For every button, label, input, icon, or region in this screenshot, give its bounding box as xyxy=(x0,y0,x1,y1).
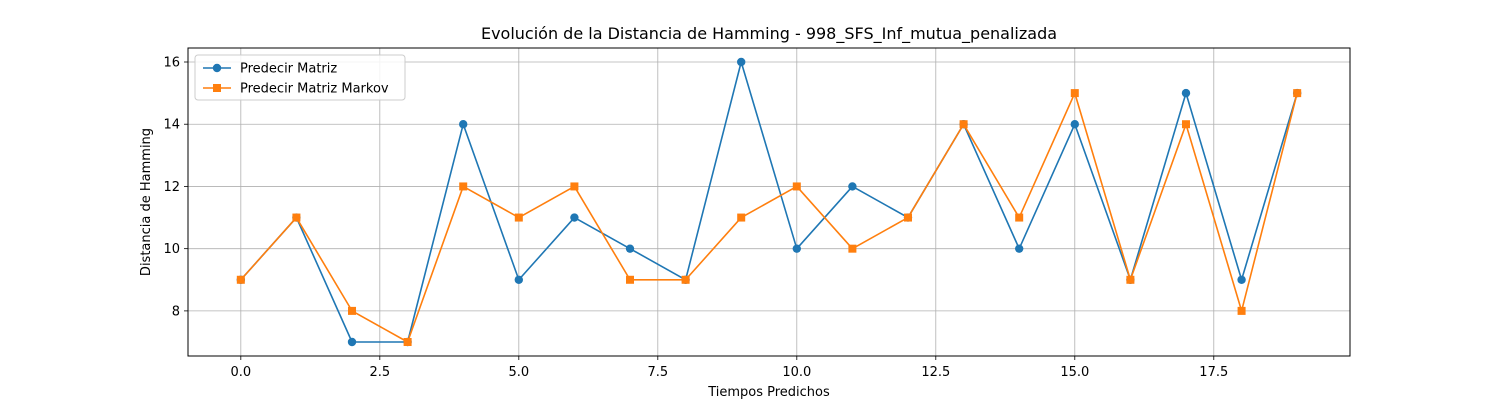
series-line xyxy=(240,92,1298,343)
data-point xyxy=(292,213,301,222)
y-tick-label: 16 xyxy=(163,56,180,71)
x-tick-label: 5.0 xyxy=(508,365,529,380)
x-tick-label: 12.5 xyxy=(921,365,950,380)
legend-item: Predecir Matriz xyxy=(203,62,337,77)
data-point xyxy=(737,213,746,222)
data-point xyxy=(1181,88,1191,98)
data-point xyxy=(514,275,524,284)
legend-marker xyxy=(212,63,222,73)
data-point xyxy=(403,338,412,346)
series-layer xyxy=(236,57,1302,347)
y-tick-label: 12 xyxy=(163,180,180,195)
x-tick-label: 17.5 xyxy=(1199,365,1228,380)
legend-item: Predecir Matriz Markov xyxy=(203,82,389,97)
y-axis-title: Distancia de Hamming xyxy=(139,128,154,276)
data-point xyxy=(625,244,635,253)
data-point xyxy=(1237,275,1246,284)
data-point xyxy=(681,275,690,284)
legend-label: Predecir Matriz xyxy=(240,62,337,77)
data-point xyxy=(792,244,801,253)
data-point xyxy=(737,57,746,67)
data-point xyxy=(514,213,523,222)
data-point xyxy=(1014,244,1024,253)
data-point xyxy=(792,182,801,191)
data-point xyxy=(848,182,857,191)
data-point xyxy=(1126,275,1135,284)
x-tick-label: 2.5 xyxy=(369,365,390,380)
data-point xyxy=(459,182,468,191)
data-point xyxy=(570,182,579,191)
x-tick-label: 10.0 xyxy=(782,365,811,380)
x-tick-label: 0.0 xyxy=(230,365,251,380)
data-point xyxy=(1015,213,1024,222)
data-point xyxy=(903,213,912,222)
series-2 xyxy=(236,89,1302,346)
x-axis-title: Tiempos Predichos xyxy=(707,385,830,400)
data-point xyxy=(236,275,245,284)
chart-title: Evolución de la Distancia de Hamming - 9… xyxy=(481,24,1057,44)
grid-lines xyxy=(188,48,1350,356)
data-point xyxy=(1237,306,1246,315)
legend-label: Predecir Matriz Markov xyxy=(240,82,389,97)
data-point xyxy=(1070,89,1079,98)
legend-marker xyxy=(213,84,221,92)
data-point xyxy=(347,337,357,347)
y-tick-label: 8 xyxy=(172,304,180,319)
legend: Predecir Matriz Predecir Matriz Markov xyxy=(194,54,406,101)
plot-frame xyxy=(187,47,1351,357)
data-point xyxy=(570,213,579,222)
y-tick-label: 14 xyxy=(163,118,180,133)
series-line xyxy=(240,61,1298,343)
data-point xyxy=(348,306,357,315)
y-tick-label: 10 xyxy=(163,242,180,257)
x-tick-label: 15.0 xyxy=(1060,365,1089,380)
data-point xyxy=(1181,120,1190,129)
data-point xyxy=(959,120,968,129)
data-point xyxy=(1293,89,1302,98)
x-tick-label: 7.5 xyxy=(647,365,668,380)
data-point xyxy=(459,120,468,129)
data-point xyxy=(848,244,857,253)
data-point xyxy=(1070,120,1079,129)
data-point xyxy=(626,275,635,284)
legend-box xyxy=(194,54,406,101)
axis-ticks: 0.0 2.5 5.0 7.5 10.0 12.5 15.0 17.5 8 10 12 14 16 xyxy=(163,56,1228,381)
